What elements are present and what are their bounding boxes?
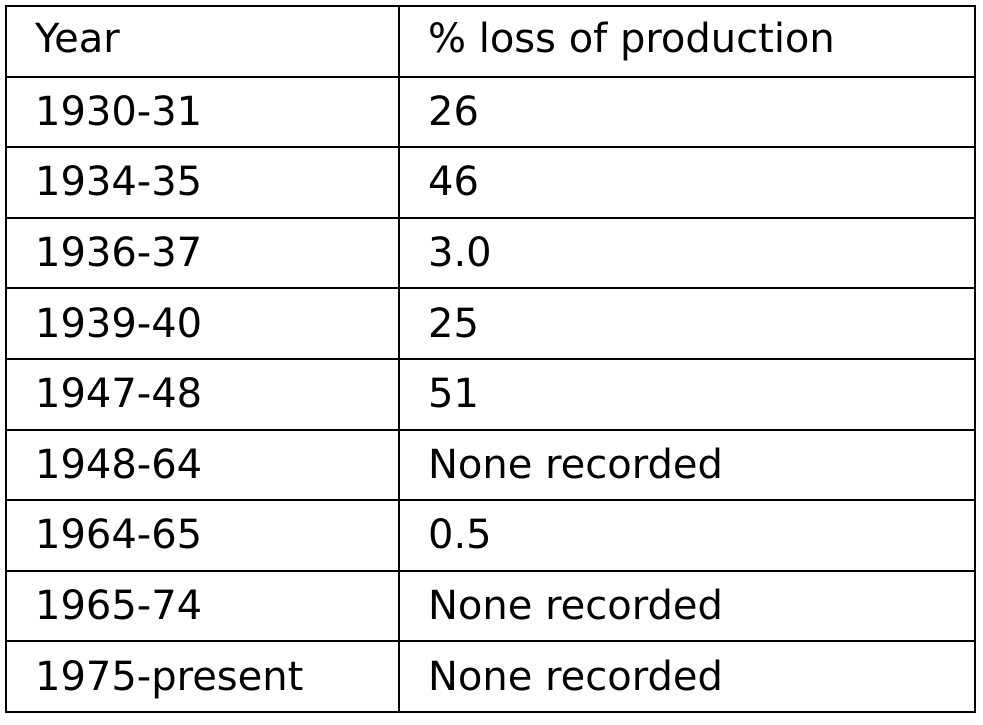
loss-cell: None recorded — [398, 569, 976, 643]
year-cell: 1934-35 — [5, 146, 400, 219]
year-cell: 1939-40 — [5, 287, 400, 360]
loss-cell: 25 — [398, 287, 976, 360]
year-cell: 1964-65 — [5, 499, 400, 572]
table-row: 1964-65 0.5 — [5, 499, 976, 572]
year-cell: 1930-31 — [5, 75, 400, 149]
loss-cell: 26 — [398, 75, 976, 149]
loss-cell: 46 — [398, 146, 976, 219]
table-row: 1965-74 None recorded — [5, 569, 976, 643]
table-row: 1930-31 26 — [5, 75, 976, 149]
table-row: 1947-48 51 — [5, 357, 976, 431]
production-loss-table-container: Year % loss of production 1930-31 26 193… — [5, 5, 976, 713]
table-row: 1948-64 None recorded — [5, 428, 976, 502]
loss-cell: None recorded — [398, 428, 976, 502]
header-year: Year — [5, 5, 400, 78]
year-cell: 1975-present — [5, 640, 400, 713]
table-row: 1936-37 3.0 — [5, 216, 976, 290]
loss-cell: 0.5 — [398, 499, 976, 572]
header-loss-of-production: % loss of production — [398, 5, 976, 78]
year-cell: 1936-37 — [5, 216, 400, 290]
table-row: 1939-40 25 — [5, 287, 976, 360]
year-cell: 1965-74 — [5, 569, 400, 643]
loss-cell: None recorded — [398, 640, 976, 713]
year-cell: 1948-64 — [5, 428, 400, 502]
table-header-row: Year % loss of production — [5, 5, 976, 78]
production-loss-table: Year % loss of production 1930-31 26 193… — [5, 5, 976, 713]
table-row: 1975-present None recorded — [5, 640, 976, 713]
year-cell: 1947-48 — [5, 357, 400, 431]
loss-cell: 51 — [398, 357, 976, 431]
table-row: 1934-35 46 — [5, 146, 976, 219]
loss-cell: 3.0 — [398, 216, 976, 290]
